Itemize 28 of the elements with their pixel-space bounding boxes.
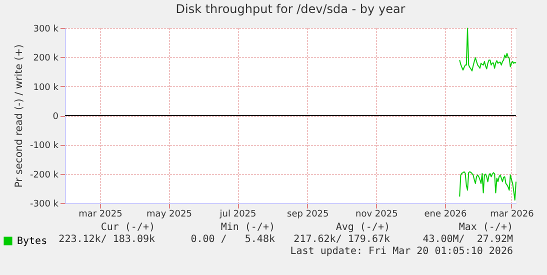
legend-label: Bytes xyxy=(17,236,48,247)
line-series xyxy=(459,28,516,72)
x-tick-label: jul 2025 xyxy=(218,210,256,220)
y-tick-label: -100 k xyxy=(30,141,60,152)
text: 223.12k/ 183.09k xyxy=(58,234,155,245)
y-tick-label: 0 xyxy=(52,112,59,122)
y-axis-title: Pr second read (-) / write (+) xyxy=(14,44,25,188)
x-tick-label: may 2025 xyxy=(146,210,192,220)
text: Max (-/+) xyxy=(458,222,513,233)
text: Min (-/+) xyxy=(220,222,275,233)
x-tick-label: sep 2025 xyxy=(287,210,329,220)
y-tick-label: 200 k xyxy=(33,54,60,64)
line-series xyxy=(459,171,516,201)
y-tick-label: -300 k xyxy=(30,200,60,210)
x-tick-label: mar 2025 xyxy=(78,210,122,220)
text: Cur (-/+) xyxy=(100,222,155,233)
text: 0.00 / 5.48k xyxy=(190,234,275,245)
text: 43.00M/ 27.92M xyxy=(422,234,513,245)
chart-title: Disk throughput for /dev/sda - by year xyxy=(176,2,406,16)
x-tick-label: nov 2025 xyxy=(356,210,398,220)
y-tick-label: 100 k xyxy=(33,82,60,93)
x-tick-label: mar 2026 xyxy=(490,210,534,220)
text: Last update: Fri Mar 20 01:05:10 2026 xyxy=(290,246,513,257)
y-tick-label: 300 k xyxy=(33,24,60,34)
y-tick-label: -200 k xyxy=(30,170,60,180)
x-tick-label: ene 2026 xyxy=(424,210,468,220)
text: 217.62k/ 179.67k xyxy=(294,234,390,245)
text: Avg (-/+) xyxy=(336,222,390,233)
